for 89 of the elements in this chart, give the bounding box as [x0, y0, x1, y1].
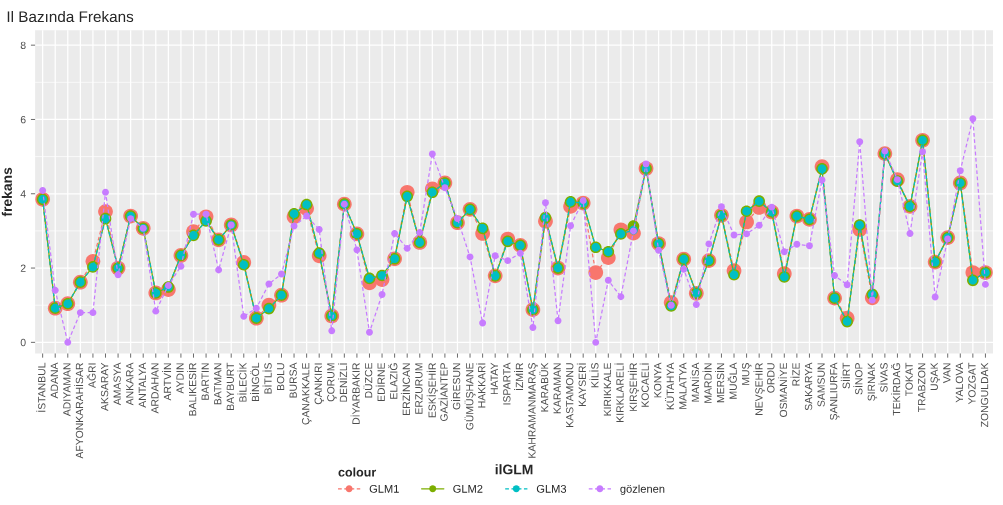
x-tick-label: SİNOP — [853, 363, 863, 395]
x-tick-label: KAHRAMANMARAŞ — [528, 363, 538, 458]
x-tick-label: KIRKLARELİ — [614, 363, 624, 422]
x-tick-label: ERZİNCAN — [400, 363, 410, 415]
x-tick-label: AMASYA — [113, 362, 121, 406]
x-tick-label: ORDU — [767, 363, 775, 393]
x-tick-label: BAYBURT — [226, 362, 234, 410]
legend-label: GLM2 — [453, 484, 483, 493]
x-tick-label: GİRESUN — [451, 363, 461, 410]
x-tick-label: ESKİŞEHİR — [426, 363, 438, 418]
x-tick-label: KIRIKKALE — [603, 362, 612, 416]
x-tick-label: ANTALYA — [138, 362, 146, 408]
x-tick-label: AKSARAY — [100, 362, 109, 411]
x-tick-label: YALOVA — [955, 362, 964, 403]
x-tick-label: ARTVİN — [162, 363, 172, 401]
x-tick-label: İSTANBUL — [36, 362, 46, 412]
x-tick-label: AFYONKARAHİSAR — [74, 363, 84, 459]
x-tick-label: SİVAS — [878, 363, 888, 392]
x-tick-label: SİİRT — [840, 362, 850, 389]
x-tick-label: MUĞLA — [727, 362, 737, 399]
x-tick-label: BURSA — [289, 362, 297, 398]
y-axis-title: frekans — [1, 167, 12, 217]
legend-label: GLM3 — [536, 484, 567, 493]
x-tick-label: KARAMAN — [553, 363, 561, 414]
x-tick-label: TRABZON — [918, 363, 926, 413]
x-tick-label: YOZGAT — [968, 362, 976, 405]
x-tick-label: KIRŞEHİR — [627, 363, 640, 411]
x-tick-label: EDİRNE — [375, 362, 385, 402]
x-tick-label: MERSİN — [715, 363, 725, 403]
legend-label: GLM1 — [369, 484, 399, 493]
x-tick-label: OSMANİYE — [777, 362, 788, 418]
x-tick-label: KOCAELİ — [639, 363, 649, 407]
x-tick-label: ZONGULDAK — [980, 362, 989, 428]
x-tick-label: ADIYAMAN — [63, 363, 71, 417]
y-tick-label: 6 — [20, 115, 26, 124]
chart-title: Il Bazında Frekans — [7, 10, 134, 23]
legend-title: colour — [338, 467, 377, 477]
x-tick-label: SAKARYA — [804, 362, 813, 411]
x-tick-label: BİTLİS — [262, 363, 272, 394]
x-tick-label: DÜZCE — [363, 362, 373, 398]
x-tick-label: DİYARBAKIR — [350, 363, 360, 424]
x-tick-label: HAKKARİ — [476, 363, 486, 408]
x-tick-label: ELAZIĞ — [388, 363, 398, 399]
x-tick-label: AYDIN — [176, 363, 184, 394]
x-tick-label: KONYA — [654, 362, 662, 398]
x-tick-label: ÇORUM — [327, 363, 337, 402]
x-tick-label: KARABÜK — [539, 362, 549, 412]
x-tick-label: ARDAHAN — [151, 363, 159, 414]
x-tick-label: ANKARA — [126, 362, 134, 406]
x-tick-label: SAMSUN — [817, 363, 825, 407]
x-tick-label: İZMİR — [514, 363, 524, 390]
x-tick-label: MUŞ — [741, 363, 752, 385]
x-tick-label: ŞIRNAK — [867, 362, 878, 401]
x-tick-label: HATAY — [490, 362, 498, 395]
x-tick-label: KÜTAHYA — [665, 362, 674, 410]
x-tick-label: TEKİRDAĞ — [891, 363, 901, 416]
x-tick-label: BARTIN — [201, 363, 209, 400]
x-tick-label: ERZURUM — [415, 363, 423, 414]
x-tick-label: GAZİANTEP — [438, 363, 448, 422]
x-tick-label: KASTAMONU — [566, 363, 574, 427]
x-tick-label: TOKAT — [905, 362, 913, 397]
x-tick-label: BİNGÖL — [250, 362, 260, 402]
x-tick-label: KAYSERİ — [576, 363, 586, 407]
x-tick-label: NEVŞEHİR — [753, 363, 765, 415]
x-tick-label: ÇANKIRI — [314, 363, 325, 405]
x-tick-label: UŞAK — [930, 362, 940, 391]
x-tick-label: GÜMÜŞHANE — [464, 362, 476, 430]
y-tick-label: 2 — [20, 264, 26, 272]
x-tick-label: ÇANAKKALE — [302, 362, 312, 425]
x-tick-label: ŞANLIURFA — [829, 362, 840, 420]
x-tick-label: RİZE — [790, 362, 800, 386]
legend-label: gözlenen — [620, 484, 665, 495]
x-tick-label: ADANA — [50, 362, 58, 399]
x-tick-label: BİLECİK — [237, 362, 247, 402]
x-tick-label: MANİSA — [689, 362, 700, 402]
x-tick-label: DENİZLİ — [338, 363, 348, 402]
x-tick-label: BALIKESİR — [187, 363, 197, 416]
x-tick-label: KİLİS — [589, 363, 599, 388]
y-tick-label: 4 — [20, 190, 26, 198]
y-tick-label: 8 — [20, 41, 26, 50]
x-tick-label: AĞRI — [86, 363, 96, 388]
x-tick-label: VAN — [943, 363, 951, 384]
y-tick-label: 0 — [20, 338, 26, 347]
x-tick-label: MALATYA — [679, 362, 687, 409]
x-tick-label: BOLU — [276, 363, 285, 391]
x-tick-label: ISPARTA — [503, 362, 511, 405]
x-axis-title: ilGLM — [495, 464, 533, 475]
x-tick-label: BATMAN — [214, 363, 222, 405]
x-tick-label: MARDİN — [702, 363, 712, 403]
